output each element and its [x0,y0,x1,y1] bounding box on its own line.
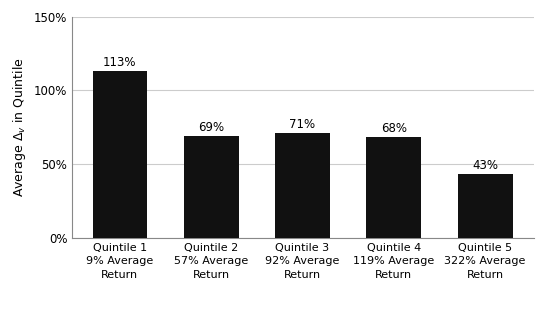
Bar [366,137,421,238]
Text: 43%: 43% [472,159,498,172]
Text: 68%: 68% [381,122,407,135]
Bar [184,136,239,238]
Bar [275,133,330,238]
Y-axis label: Average $\Delta_v$ in Quintile: Average $\Delta_v$ in Quintile [12,57,29,197]
Text: 113%: 113% [103,56,136,69]
Text: 71%: 71% [289,118,316,131]
Bar [458,174,513,238]
Text: 69%: 69% [198,121,224,134]
Bar [92,71,147,238]
